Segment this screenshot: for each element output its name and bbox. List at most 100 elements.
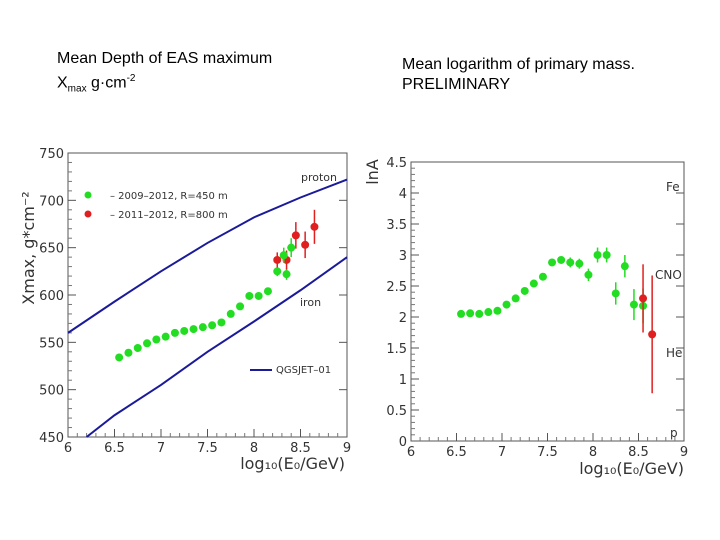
- y-tick-label: 750: [39, 147, 64, 162]
- y-tick-label: 3.5: [386, 218, 407, 233]
- xmax-symbol: X: [57, 74, 68, 92]
- xmax-unit-exponent: -2: [126, 73, 136, 84]
- data-point: [291, 231, 300, 240]
- data-point: [273, 255, 282, 264]
- x-tick-label: 6: [64, 441, 72, 456]
- data-point: [620, 262, 629, 271]
- data-point: [566, 258, 575, 267]
- data-point: [557, 255, 566, 264]
- legend-marker-red: [84, 210, 92, 218]
- right-title-line1: Mean logarithm of primary mass.: [402, 56, 635, 73]
- xmax-unit: g·cm: [86, 74, 127, 92]
- data-point: [466, 309, 475, 318]
- data-point: [575, 259, 584, 268]
- x-axis-label: log₁₀(E₀/GeV): [240, 454, 345, 473]
- data-point: [602, 251, 611, 259]
- data-point: [475, 309, 484, 318]
- data-point: [226, 309, 235, 318]
- data-point: [629, 300, 638, 309]
- data-point: [502, 300, 511, 309]
- x-tick-label: 7: [157, 441, 165, 456]
- x-axis-label: log₁₀(E₀/GeV): [579, 459, 684, 478]
- y-tick-label: 2.5: [386, 280, 407, 295]
- legend-entry-red: – 2011–2012, R=800 m: [110, 210, 228, 221]
- y-tick-label: 0.5: [386, 404, 407, 419]
- y-tick-label: 2: [399, 311, 407, 326]
- data-point: [520, 286, 529, 295]
- model-line-iron: [85, 256, 348, 438]
- data-point: [217, 318, 226, 327]
- x-tick-label: 6.5: [104, 441, 125, 456]
- x-tick-label: 9: [680, 445, 688, 460]
- data-point: [273, 267, 282, 276]
- x-tick-label: 8.5: [290, 441, 311, 456]
- x-tick-label: 6.5: [446, 445, 467, 460]
- x-tick-label: 7.5: [537, 445, 558, 460]
- y-tick-label: 0: [399, 435, 407, 450]
- data-point: [245, 291, 254, 300]
- data-point: [124, 348, 133, 357]
- y-tick-label: 1: [399, 373, 407, 388]
- data-point: [254, 291, 263, 300]
- data-point: [198, 323, 207, 332]
- x-tick-label: 6: [407, 445, 415, 460]
- left-chart-title: Mean Depth of EAS maximum Xmax g·cm-2: [57, 49, 272, 100]
- data-point: [538, 272, 547, 281]
- data-point: [152, 335, 161, 344]
- data-point: [511, 294, 520, 303]
- legend-model-label: QGSJET–01: [276, 365, 331, 376]
- right-title-line2: PRELIMINARY: [402, 76, 511, 93]
- y-tick-label: 1.5: [386, 342, 407, 357]
- data-point: [115, 353, 124, 362]
- annotation-iron: iron: [300, 296, 321, 309]
- right-chart-title: Mean logarithm of primary mass. PRELIMIN…: [402, 55, 635, 95]
- data-point: [611, 289, 620, 298]
- data-point: [493, 306, 502, 315]
- y-tick-label: 650: [39, 242, 64, 257]
- legend-entry-green: – 2009–2012, R=450 m: [110, 191, 228, 202]
- data-point: [189, 325, 198, 334]
- annotation-cno: CNO: [655, 268, 682, 282]
- data-point: [143, 339, 152, 348]
- plot-frame: [410, 161, 685, 442]
- data-point: [484, 308, 493, 317]
- data-point: [548, 258, 557, 267]
- data-point: [648, 330, 657, 339]
- data-point: [282, 270, 291, 279]
- legend-marker-green: [84, 191, 92, 199]
- annotation-proton: proton: [301, 171, 337, 184]
- data-point: [593, 251, 602, 259]
- y-tick-label: 4: [399, 187, 407, 202]
- annotation-fe: Fe: [666, 180, 680, 194]
- y-tick-label: 500: [39, 384, 64, 399]
- x-tick-label: 8: [589, 445, 597, 460]
- x-tick-label: 9: [343, 441, 351, 456]
- y-tick-label: 450: [39, 431, 64, 446]
- left-title-line1: Mean Depth of EAS maximum: [57, 50, 273, 67]
- data-point: [180, 326, 189, 335]
- y-axis-label: Xmax, g*cm⁻²: [19, 191, 38, 304]
- x-tick-label: 8.5: [628, 445, 649, 460]
- data-point: [161, 332, 170, 341]
- data-point: [301, 240, 310, 249]
- y-tick-label: 700: [39, 194, 64, 209]
- y-tick-label: 3: [399, 249, 407, 264]
- data-point: [133, 344, 142, 353]
- model-line-proton: [67, 178, 348, 334]
- data-point: [457, 309, 466, 318]
- data-point: [170, 328, 179, 337]
- annotation-p: p: [670, 426, 678, 440]
- data-point: [208, 321, 217, 330]
- data-point: [639, 294, 648, 303]
- y-axis-label: lnA: [363, 159, 382, 185]
- data-point: [263, 287, 272, 296]
- data-point: [529, 279, 538, 288]
- xmax-subscript: max: [67, 83, 87, 95]
- left-title-line2: Xmax g·cm-2: [57, 69, 272, 100]
- x-tick-label: 8: [250, 441, 258, 456]
- y-tick-label: 550: [39, 336, 64, 351]
- x-tick-label: 7.5: [197, 441, 218, 456]
- data-point: [584, 270, 593, 279]
